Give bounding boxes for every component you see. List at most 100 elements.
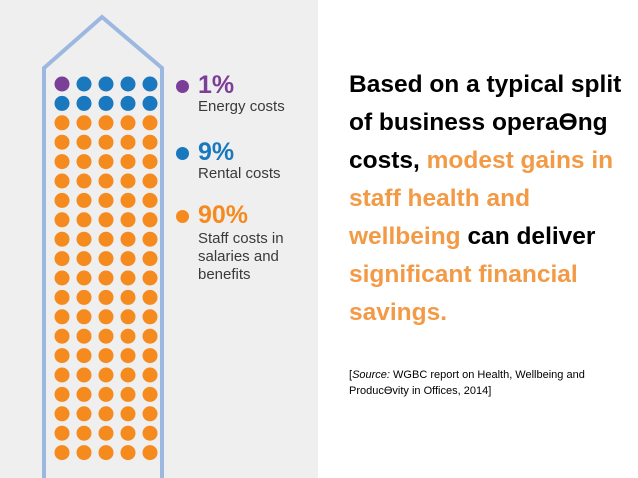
waffle-dot — [120, 386, 136, 402]
legend-dot-rental — [176, 147, 189, 160]
waffle-dot — [54, 231, 70, 247]
waffle-dot — [98, 425, 114, 441]
waffle-dot — [142, 154, 158, 170]
waffle-dot — [120, 192, 136, 208]
waffle-dot — [120, 173, 136, 189]
waffle-dot — [142, 173, 158, 189]
headline-text-1: Based on a typical split of business ope… — [349, 71, 622, 174]
waffle-dot — [98, 154, 114, 170]
infographic-panel: 1% Energy costs 9% Rental costs 90% Staf… — [0, 0, 318, 478]
waffle-dot — [142, 348, 158, 364]
waffle-dot — [142, 406, 158, 422]
waffle-dot — [120, 270, 136, 286]
waffle-dot — [120, 231, 136, 247]
legend-label-rental: Rental costs — [198, 165, 281, 182]
waffle-dot — [54, 406, 70, 422]
waffle-dot — [120, 95, 136, 111]
waffle-dot — [98, 348, 114, 364]
waffle-dot — [98, 328, 114, 344]
waffle-dot — [76, 386, 92, 402]
waffle-dot — [142, 115, 158, 131]
waffle-dot — [76, 309, 92, 325]
waffle-dot — [76, 192, 92, 208]
waffle-dot — [76, 115, 92, 131]
waffle-dot — [76, 134, 92, 150]
legend-percent-rental: 9% — [198, 138, 235, 166]
waffle-dot — [54, 192, 70, 208]
waffle-dot — [76, 154, 92, 170]
waffle-dot — [76, 406, 92, 422]
waffle-dot — [76, 251, 92, 267]
waffle-dot — [98, 386, 114, 402]
waffle-dot — [76, 289, 92, 305]
waffle-dot — [98, 367, 114, 383]
waffle-dot — [76, 76, 92, 92]
waffle-dot — [120, 251, 136, 267]
waffle-dot — [142, 95, 158, 111]
waffle-dot — [98, 134, 114, 150]
building-waffle-chart — [42, 14, 164, 478]
headline-text-2: can deliver — [460, 223, 596, 250]
source-text: WGBC report on Health, Wellbeing and Pro… — [349, 369, 585, 397]
headline-highlight-1: modest gains in staff health and wellbei… — [349, 147, 614, 250]
waffle-dot — [54, 425, 70, 441]
waffle-dot — [142, 270, 158, 286]
waffle-dot — [76, 425, 92, 441]
waffle-dot — [142, 445, 158, 461]
waffle-dot — [76, 231, 92, 247]
headline-highlight-2: significant financial savings. — [349, 261, 578, 326]
waffle-dot — [120, 309, 136, 325]
waffle-dot — [142, 425, 158, 441]
waffle-dot — [98, 173, 114, 189]
waffle-dot — [98, 270, 114, 286]
waffle-dot — [120, 76, 136, 92]
waffle-dot — [98, 192, 114, 208]
waffle-dot — [142, 212, 158, 228]
waffle-dot — [76, 367, 92, 383]
waffle-dot — [98, 76, 114, 92]
waffle-dot — [76, 445, 92, 461]
waffle-dot — [54, 386, 70, 402]
waffle-dot — [142, 386, 158, 402]
source-open-bracket: [ — [349, 369, 353, 381]
waffle-dot — [98, 309, 114, 325]
waffle-dot — [142, 367, 158, 383]
waffle-dot — [98, 212, 114, 228]
legend-label-energy: Energy costs — [198, 98, 285, 115]
waffle-dot — [54, 445, 70, 461]
waffle-dot — [76, 173, 92, 189]
waffle-dot — [54, 76, 70, 92]
waffle-dot — [54, 251, 70, 267]
waffle-dot — [98, 406, 114, 422]
waffle-dot — [54, 134, 70, 150]
waffle-dot — [54, 173, 70, 189]
waffle-dot — [54, 367, 70, 383]
waffle-dot — [76, 270, 92, 286]
source-label: Source: — [352, 369, 390, 381]
waffle-dot — [76, 212, 92, 228]
waffle-dot — [98, 251, 114, 267]
waffle-dot — [76, 95, 92, 111]
source-citation: [Source: WGBC report on Health, Wellbein… — [349, 367, 624, 399]
waffle-dot — [120, 134, 136, 150]
waffle-dot — [76, 348, 92, 364]
waffle-dot — [54, 328, 70, 344]
waffle-dot — [54, 270, 70, 286]
waffle-dot — [142, 231, 158, 247]
waffle-dot — [120, 212, 136, 228]
waffle-dot — [54, 289, 70, 305]
waffle-dot — [120, 425, 136, 441]
waffle-dot — [54, 348, 70, 364]
legend-dot-energy — [176, 80, 189, 93]
waffle-dot — [120, 348, 136, 364]
waffle-dot — [142, 192, 158, 208]
waffle-dots — [54, 76, 158, 461]
waffle-dot — [98, 231, 114, 247]
waffle-dot — [142, 134, 158, 150]
waffle-dot — [54, 212, 70, 228]
waffle-dot — [54, 115, 70, 131]
waffle-dot — [98, 445, 114, 461]
waffle-dot — [98, 115, 114, 131]
waffle-dot — [98, 95, 114, 111]
legend-percent-staff: 90% — [198, 201, 249, 229]
